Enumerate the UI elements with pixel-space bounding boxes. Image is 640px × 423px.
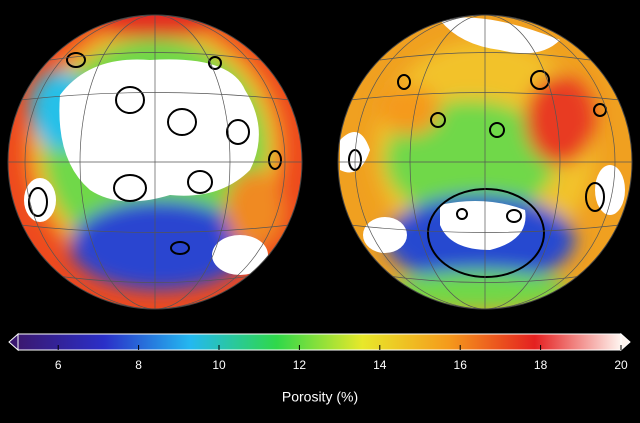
colorbar-tick-label: 8 [135, 358, 142, 372]
colorbar-fill [18, 334, 621, 350]
colorbar-tick-label: 6 [55, 358, 62, 372]
colorbar-tick-label: 18 [534, 358, 548, 372]
colorbar-label: Porosity (%) [282, 389, 358, 405]
colorbar-tick-label: 10 [212, 358, 226, 372]
colorbar-tick-label: 20 [614, 358, 628, 372]
colorbar-tick-label: 12 [293, 358, 307, 372]
colorbar: 6 8 10 12 14 16 18 20 [8, 332, 631, 372]
colorbar-tick-label: 14 [373, 358, 387, 372]
right-hemisphere [338, 15, 632, 309]
left-outline [7, 14, 303, 310]
left-hemisphere [8, 15, 302, 309]
colorbar-tick-label: 16 [454, 358, 468, 372]
right-outline [337, 14, 633, 310]
colorbar-border [17, 333, 622, 351]
